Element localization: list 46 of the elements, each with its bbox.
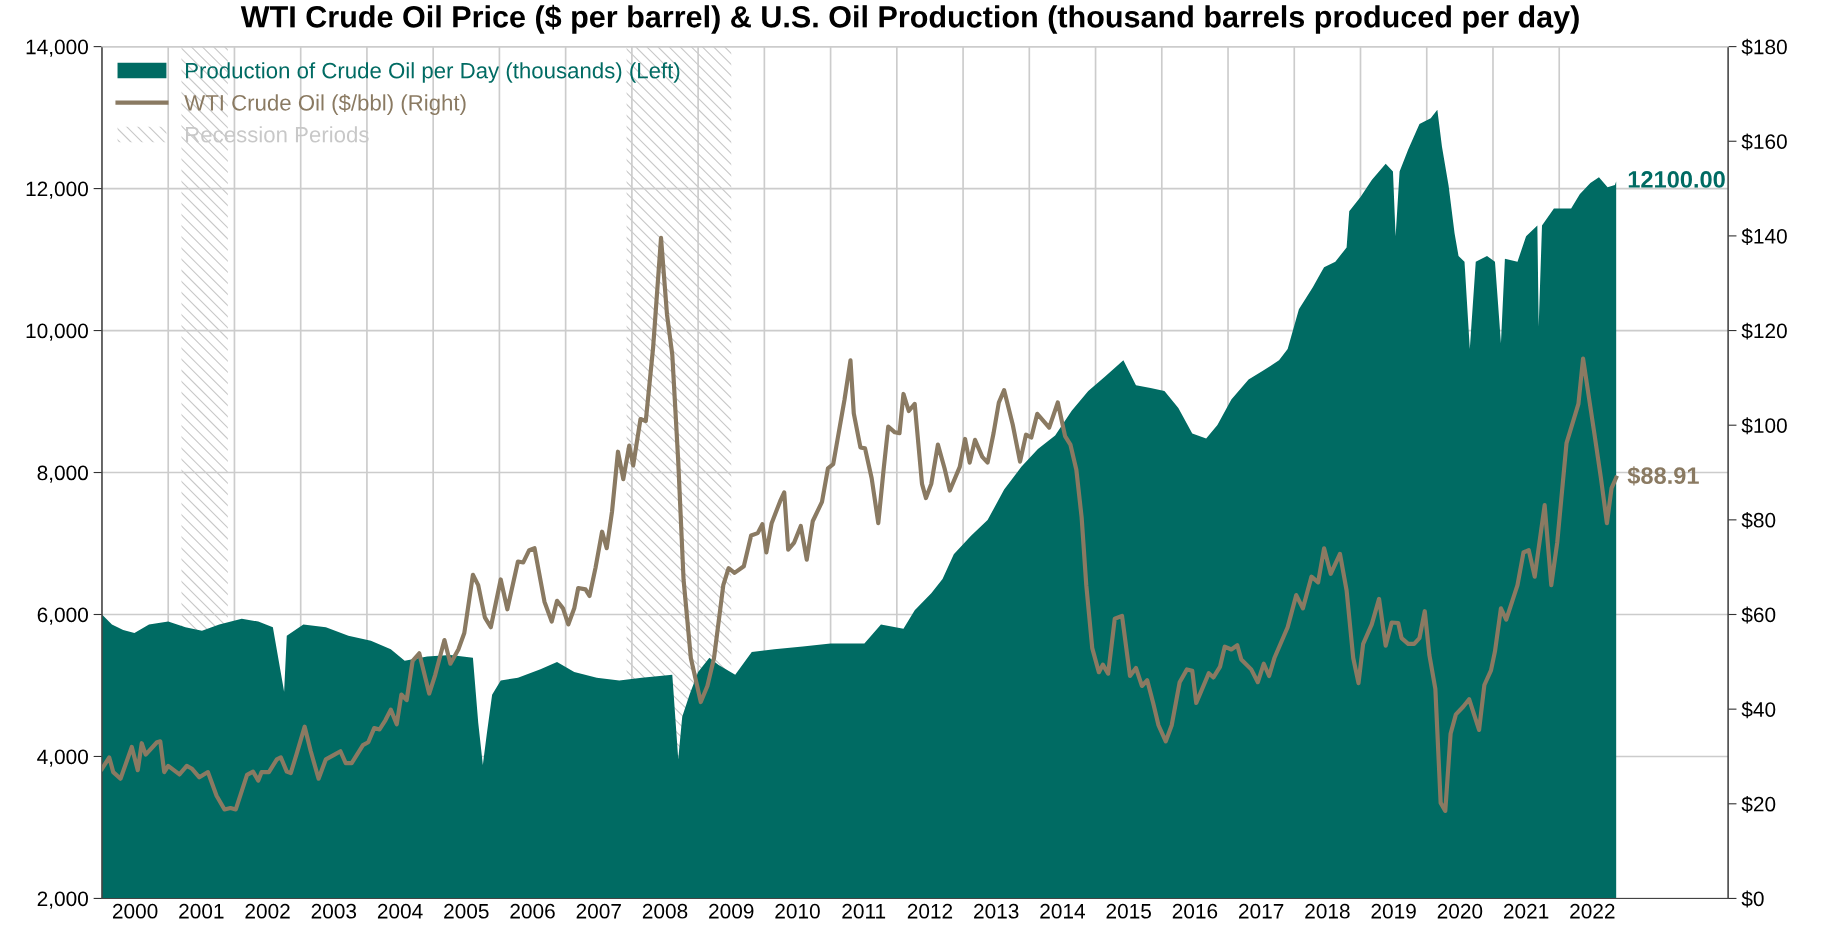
y-tick-label: 12,000	[26, 181, 88, 199]
x-tick-label: 2009	[709, 903, 754, 919]
x-tick-label: 2004	[377, 903, 423, 919]
x-tick-label: 2007	[576, 903, 621, 919]
y2-tick-label: $40	[1741, 701, 1776, 719]
y-tick-label: 6,000	[37, 607, 88, 625]
x-tick-label: 2019	[1371, 903, 1416, 919]
x-tick-label: 2017	[1239, 903, 1284, 919]
data-label: 12100.00	[1628, 171, 1725, 188]
y-tick-label: 8,000	[37, 465, 88, 483]
y2-tick-label: $100	[1741, 417, 1787, 435]
data-label: $88.91	[1627, 466, 1699, 486]
x-tick-label: 2000	[112, 903, 158, 919]
legend-label: WTI Crude Oil ($/bbl) (Right)	[184, 93, 466, 116]
x-tick-label: 2001	[179, 903, 224, 919]
y2-tick-label: $120	[1741, 322, 1787, 340]
x-tick-label: 2014	[1040, 903, 1085, 919]
y2-tick-label: $160	[1741, 133, 1787, 151]
chart-title: WTI Crude Oil Price ($ per barrel) & U.S. Oil Production (thousand barrels produced per day)	[240, 4, 1579, 34]
y-tick-label: 4,000	[37, 749, 88, 767]
x-tick-label: 2015	[1106, 903, 1151, 919]
y2-tick-label: $180	[1741, 38, 1787, 56]
y-tick-label: 14,000	[26, 39, 88, 57]
y-tick-label: 2,000	[37, 891, 88, 909]
y2-tick-label: $140	[1741, 228, 1787, 245]
line-series	[101, 235, 1619, 813]
x-tick-label: 2002	[245, 903, 290, 919]
legend-label: Production of Crude Oil per Day (thousands) (Left)	[186, 62, 680, 83]
y2-tick-label: $60	[1741, 606, 1776, 624]
x-tick-label: 2021	[1503, 903, 1549, 919]
x-tick-label: 2012	[907, 903, 953, 919]
x-tick-label: 2018	[1305, 903, 1350, 919]
y2-tick-label: $20	[1741, 795, 1776, 813]
x-tick-label: 2011	[842, 903, 886, 919]
y2-tick-label: $0	[1741, 890, 1764, 908]
x-tick-label: 2003	[311, 903, 357, 919]
x-tick-label: 2016	[1172, 903, 1218, 919]
y2-tick-label: $80	[1741, 511, 1776, 529]
x-tick-label: 2010	[775, 903, 820, 919]
x-tick-label: 2006	[510, 903, 555, 919]
y-tick-label: 10,000	[26, 323, 88, 341]
x-tick-label: 2005	[444, 903, 489, 919]
x-tick-label: 2020	[1437, 903, 1483, 919]
x-tick-label: 2022	[1570, 903, 1615, 919]
x-tick-label: 2013	[974, 903, 1019, 919]
x-tick-label: 2008	[642, 903, 688, 919]
